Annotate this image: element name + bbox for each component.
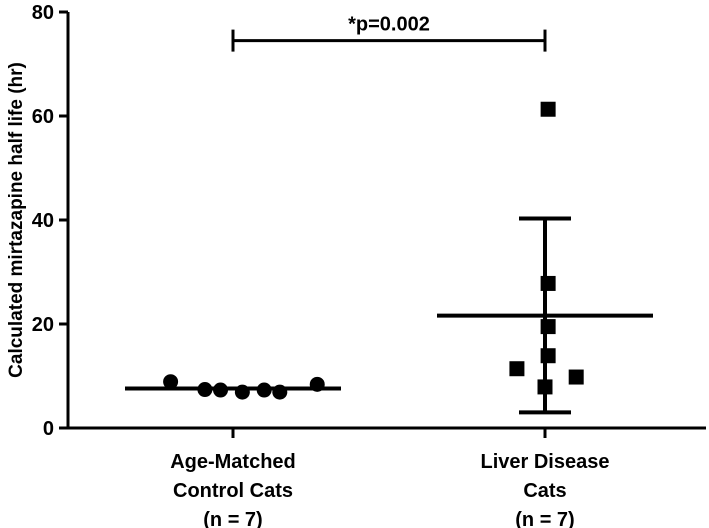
data-point [509,361,525,377]
data-point [213,382,229,398]
y-ticks: 0 20 40 60 80 [32,2,68,440]
data-point [234,384,250,400]
significance-label: *p=0.002 [348,14,430,36]
data-point [537,379,553,395]
x-category-label: (n = 7) [515,509,574,528]
data-point [540,348,556,364]
data-point [540,275,556,291]
data-point [272,384,288,400]
data-point [568,369,584,385]
x-category-label: Age-Matched [170,451,296,473]
x-category-label: Liver Disease [481,451,610,473]
y-tick-label: 20 [32,314,54,336]
x-category-label: (n = 7) [203,509,262,528]
data-point [540,319,556,335]
significance-annotation: *p=0.002 [231,14,547,52]
y-tick-label: 60 [32,106,54,128]
y-tick-label: 40 [32,210,54,232]
y-tick-label: 80 [32,2,54,24]
data-point [256,382,272,398]
y-axis-label: Calculated mirtazapine half life (hr) [6,62,27,378]
data-point [163,374,179,390]
data-point [540,101,556,117]
series [125,101,653,415]
x-categories: Age-Matched Control Cats (n = 7) Liver Dise… [170,428,609,528]
axes [66,12,706,430]
data-point [197,382,213,398]
x-category-label: Cats [523,480,566,502]
y-tick-label: 0 [43,418,54,440]
x-category-label: Control Cats [173,480,293,502]
data-point [309,376,325,392]
